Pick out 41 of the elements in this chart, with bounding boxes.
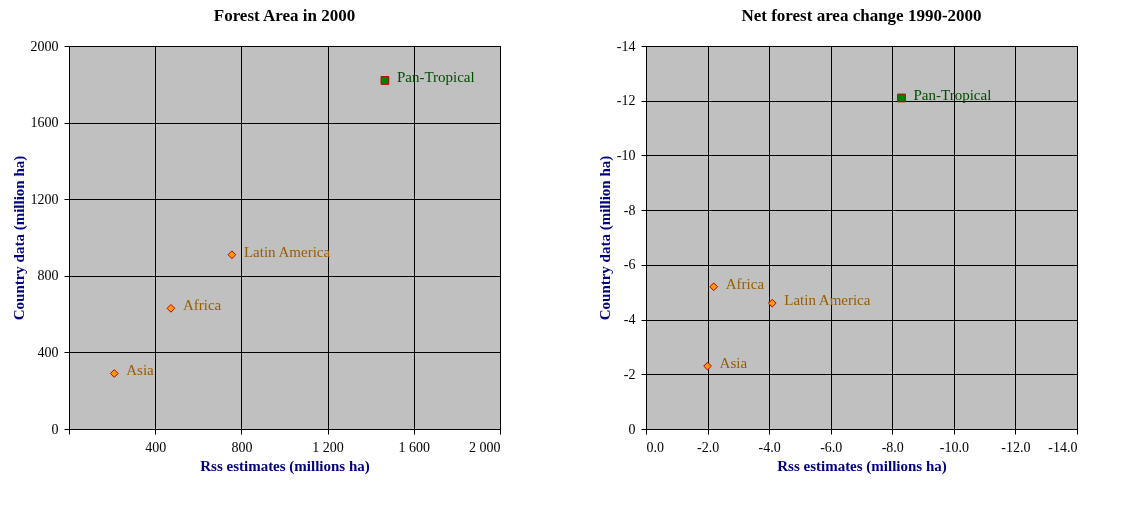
x-tick-label: -10.0	[939, 439, 969, 455]
series-label: Asia	[126, 362, 155, 379]
x-tick-label: 800	[231, 439, 253, 455]
y-tick-label: -2	[623, 366, 636, 382]
y-tick-label: 800	[37, 268, 59, 284]
x-axis-title: Rss estimates (millions ha)	[777, 457, 947, 475]
y-tick-label: -10	[616, 147, 636, 163]
y-tick-label: -12	[616, 93, 636, 109]
x-tick-label: 2 000	[469, 439, 501, 455]
point	[227, 250, 237, 260]
y-tick-label: 0	[51, 421, 59, 437]
y-tick-label: -6	[623, 257, 636, 273]
y-tick-label: -14	[616, 38, 636, 54]
x-tick-label: 1 200	[312, 439, 344, 455]
chart-title: Forest Area in 2000	[213, 6, 356, 25]
x-tick-label: -8.0	[881, 439, 904, 455]
series-label: Africa	[182, 297, 222, 314]
x-tick-label: 400	[145, 439, 167, 455]
y-tick-label: 400	[37, 344, 59, 360]
x-tick-label: -4.0	[758, 439, 781, 455]
x-axis-title: Rss estimates (millions ha)	[200, 457, 370, 475]
series-label: Africa	[725, 275, 765, 292]
x-tick-label: -2.0	[696, 439, 720, 455]
y-tick-label: -4	[623, 312, 636, 328]
x-tick-label: -14.0	[1048, 439, 1078, 455]
point	[109, 369, 119, 378]
point	[380, 76, 390, 85]
y-axis-title: Country data (million ha)	[10, 155, 28, 321]
chart-title: Net forest area change 1990-2000	[741, 6, 982, 25]
x-tick-label: -6.0	[820, 439, 843, 455]
point	[166, 303, 176, 313]
series-label: Asia	[719, 355, 748, 372]
y-tick-label: 1200	[30, 191, 59, 207]
x-tick-label: 0.0	[646, 439, 664, 455]
y-tick-label: -8	[623, 202, 636, 218]
y-tick-label: 1600	[30, 115, 59, 131]
y-axis-title: Country data (million ha)	[596, 155, 614, 321]
y-tick-label: 2000	[30, 38, 59, 54]
y-tick-label: 0	[628, 421, 636, 437]
x-tick-label: 1 600	[398, 439, 431, 455]
x-tick-label: -12.0	[1001, 439, 1031, 455]
